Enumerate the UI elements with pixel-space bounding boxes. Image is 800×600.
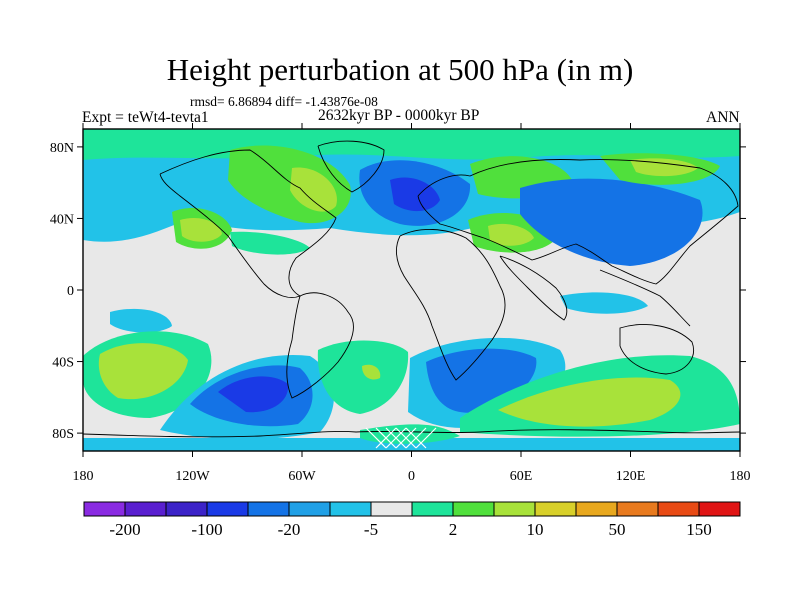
colorbar-label: -20 (278, 520, 301, 539)
field-yellow-siberia (630, 158, 698, 177)
lat-tick-label: 40N (50, 212, 74, 227)
field-darkblue-north-atlantic (390, 177, 440, 212)
colorbar-swatch (247, 501, 290, 517)
colorbar-swatch (698, 501, 741, 517)
hatch-lines (365, 427, 437, 449)
lon-tick-label: 60W (288, 469, 316, 484)
coastlines (83, 140, 740, 438)
experiment-label: Expt = teWt4-tevta1 (82, 109, 209, 126)
field-yellow-south-atlantic (362, 364, 381, 380)
field-yellow-north-pacific (180, 217, 222, 242)
field-blue-asia (520, 178, 703, 266)
colorbar-swatch (288, 501, 331, 517)
coastline-antarctica (83, 429, 740, 438)
lat-tick-label: 80N (50, 141, 74, 156)
coastline-australia (619, 324, 694, 375)
field-green-canada (230, 231, 310, 255)
colorbar-label: 150 (686, 520, 712, 539)
colorbar-label: -5 (364, 520, 378, 539)
coastline-southeast-asia (599, 269, 691, 327)
period-label: 2632kyr BP - 0000kyr BP (318, 107, 480, 124)
coastline-europe-asia (417, 159, 739, 285)
rmsd-diff-stats: rmsd= 6.86894 diff= -1.43876e-08 (190, 94, 378, 109)
lat-tick-label: 80S (52, 427, 74, 442)
chart-title: Height perturbation at 500 hPa (in m) (166, 52, 634, 87)
colorbar-swatch (83, 501, 126, 517)
lon-tick-label: 120E (616, 469, 646, 484)
lon-tick-label: 180 (73, 469, 94, 484)
colorbar-label: 50 (609, 520, 626, 539)
colorbar-swatch (206, 501, 249, 517)
colorbar-swatch (616, 501, 659, 517)
colorbar-swatch (411, 501, 454, 517)
longitude-axis: 180 120W 60W 0 60E 120E 180 (73, 123, 751, 484)
colorbar-swatch (124, 501, 167, 517)
colorbar-label: -200 (109, 520, 140, 539)
colorbar-label: 10 (527, 520, 544, 539)
field-darkblue-south-america (218, 376, 289, 413)
field-cyan-tropics-east (560, 292, 648, 314)
lat-tick-label: 0 (67, 284, 74, 299)
field-cyan-tropics-west (110, 308, 172, 333)
colorbar-swatch (329, 501, 372, 517)
colorbar-swatch (370, 501, 413, 517)
latitude-axis: 80N 40N 0 40S 80S (50, 141, 746, 442)
colorbar-label: 2 (449, 520, 458, 539)
lon-tick-label: 120W (175, 469, 210, 484)
season-label: ANN (706, 109, 740, 126)
lon-tick-label: 0 (408, 469, 415, 484)
colorbar-swatch (657, 501, 700, 517)
field-cyan-antarctic (83, 438, 740, 451)
coastline-greenland (317, 140, 385, 193)
hatched-region (365, 427, 437, 449)
colorbar-swatch (493, 501, 536, 517)
colorbar: -200 -100 -20 -5 2 10 50 150 (83, 501, 741, 539)
field-yellow-australia (498, 377, 681, 427)
coastline-arabia-india (499, 255, 568, 321)
coastline-north-america (159, 149, 337, 298)
lon-tick-label: 180 (730, 469, 751, 484)
lon-tick-label: 60E (510, 469, 533, 484)
coastline-africa (396, 228, 506, 381)
field-yellow-south-pacific (98, 343, 188, 400)
contour-map (83, 129, 740, 451)
colorbar-swatch (452, 501, 495, 517)
colorbar-label: -100 (191, 520, 222, 539)
colorbar-swatch (165, 501, 208, 517)
lat-tick-label: 40S (52, 356, 74, 371)
colorbar-swatch (575, 501, 618, 517)
coastline-south-america (286, 292, 354, 399)
field-yellow-north-america (290, 167, 337, 212)
field-yellow-mideast (488, 223, 534, 246)
colorbar-swatch (534, 501, 577, 517)
